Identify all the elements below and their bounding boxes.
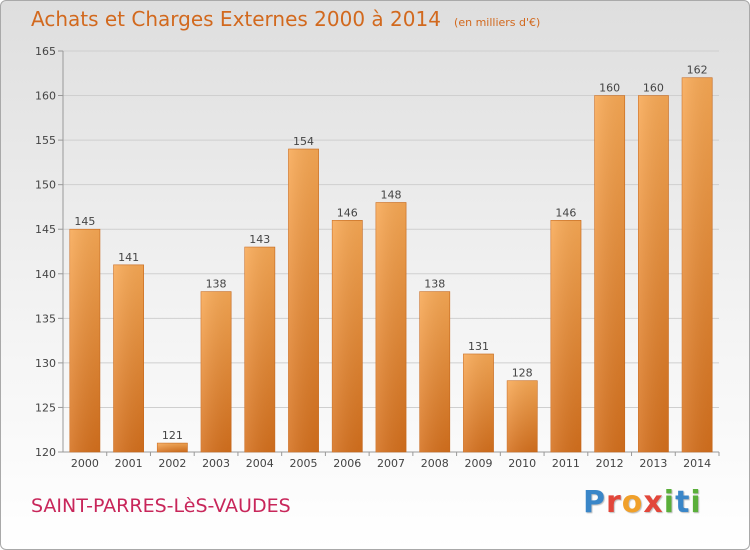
y-tick-label: 165 xyxy=(35,45,56,58)
logo-letter: P xyxy=(583,485,606,520)
data-labels: 145 141 121 138 143 154 146 148 138 131 128 146 160 1… xyxy=(74,64,707,442)
proxiti-logo: Proxiti xyxy=(583,485,702,520)
y-tick-label: 140 xyxy=(35,268,56,281)
data-label-2014: 162 xyxy=(687,64,708,77)
data-label-2005: 154 xyxy=(293,135,314,148)
logo-letter: r xyxy=(606,485,622,520)
bar-shine-2001 xyxy=(113,264,144,452)
data-label-2004: 143 xyxy=(249,233,270,246)
y-tick-label: 155 xyxy=(35,134,56,147)
data-label-2001: 141 xyxy=(118,251,139,264)
logo-letter: x xyxy=(643,485,664,520)
x-tick-label-2007: 2007 xyxy=(377,457,405,470)
bar-shine-2008 xyxy=(419,291,450,452)
x-tick-label-2003: 2003 xyxy=(202,457,230,470)
bars xyxy=(69,77,713,453)
x-tick-label-2011: 2011 xyxy=(552,457,580,470)
bar-shine-2003 xyxy=(200,291,232,452)
x-tick-label-2010: 2010 xyxy=(508,457,536,470)
data-label-2002: 121 xyxy=(162,429,183,442)
bar-shine-2013 xyxy=(638,95,669,453)
bar-shine-2000 xyxy=(69,229,100,452)
data-label-2011: 146 xyxy=(555,206,576,219)
bar-shine-2002 xyxy=(157,443,188,452)
y-tick-label: 150 xyxy=(35,179,56,192)
x-tick-label-2012: 2012 xyxy=(596,457,624,470)
chart-title: Achats et Charges Externes 2000 à 2014 xyxy=(31,7,441,31)
data-label-2006: 146 xyxy=(337,206,358,219)
x-tick-label-2006: 2006 xyxy=(333,457,361,470)
y-tick-label: 135 xyxy=(35,312,56,325)
logo-letter: t xyxy=(675,485,691,520)
bar-shine-2014 xyxy=(682,77,713,452)
x-tick-label-2002: 2002 xyxy=(158,457,186,470)
y-tick-label: 130 xyxy=(35,357,56,370)
x-tick-label-2008: 2008 xyxy=(421,457,449,470)
bar-shine-2005 xyxy=(288,149,319,452)
data-label-2012: 160 xyxy=(599,82,620,95)
bar-shine-2009 xyxy=(463,353,494,452)
data-label-2007: 148 xyxy=(381,188,402,201)
data-label-2009: 131 xyxy=(468,340,489,353)
data-label-2013: 160 xyxy=(643,82,664,95)
bar-shine-2010 xyxy=(507,380,538,452)
x-tick-label-2013: 2013 xyxy=(639,457,667,470)
logo-letter: o xyxy=(621,485,644,520)
y-tick-label: 145 xyxy=(35,223,56,236)
y-tick-label: 160 xyxy=(35,90,56,103)
bar-shine-2006 xyxy=(332,220,363,452)
chart-title-block: Achats et Charges Externes 2000 à 2014 (… xyxy=(31,7,540,31)
data-label-2008: 138 xyxy=(424,278,445,291)
x-tick-label-2001: 2001 xyxy=(115,457,143,470)
bar-shine-2004 xyxy=(244,247,275,452)
x-tick-label-2014: 2014 xyxy=(683,457,711,470)
logo-letter: i xyxy=(663,485,676,520)
y-tick-label: 120 xyxy=(35,446,56,459)
x-tick-label-2004: 2004 xyxy=(246,457,274,470)
data-label-2003: 138 xyxy=(206,278,227,291)
chart-unit: (en milliers d'€) xyxy=(454,16,541,29)
bar-shine-2012 xyxy=(594,95,625,453)
bar-shine-2011 xyxy=(550,220,582,452)
tick-labels: 120 125 130 135 140 145 150 155 160 165 2000 2001 20… xyxy=(35,45,711,470)
logo-letter: i xyxy=(690,485,702,520)
x-tick-label-2000: 2000 xyxy=(71,457,99,470)
x-tick-label-2009: 2009 xyxy=(464,457,492,470)
bar-shine-2007 xyxy=(375,202,407,452)
y-tick-label: 125 xyxy=(35,401,56,414)
city-name: SAINT-PARRES-LèS-VAUDES xyxy=(31,495,291,517)
x-tick-label-2005: 2005 xyxy=(290,457,318,470)
data-label-2010: 128 xyxy=(512,367,533,380)
data-label-2000: 145 xyxy=(74,215,95,228)
